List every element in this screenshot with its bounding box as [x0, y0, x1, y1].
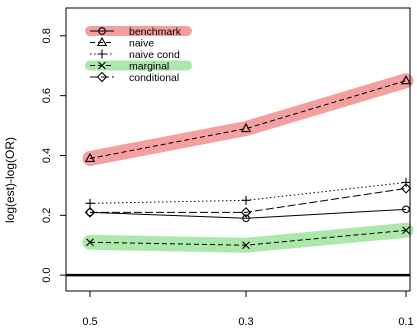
y-axis: 0.0 0.2 0.4 0.6 0.8	[41, 28, 66, 283]
legend-item-conditional: conditional	[90, 71, 179, 84]
point-naive	[240, 122, 252, 133]
point-benchmark	[242, 214, 250, 223]
point-marginal	[86, 238, 94, 247]
series-line-naive	[89, 80, 407, 159]
point-naive-cond	[401, 177, 411, 187]
series-benchmark	[86, 205, 410, 223]
series-line-conditional	[90, 187, 407, 213]
x-axis: 0.5 0.3 0.1	[82, 291, 414, 328]
y-tick-label: 0.6	[41, 88, 53, 103]
series-line-benchmark	[89, 208, 407, 219]
point-conditional	[84, 207, 96, 218]
legend-item-benchmark: benchmark	[85, 26, 192, 38]
legend-marker-benchmark	[98, 27, 106, 35]
point-benchmark	[402, 205, 410, 214]
point-conditional	[400, 183, 412, 194]
legend-marker-naive	[96, 36, 108, 47]
y-tick-label: 0.4	[41, 148, 53, 163]
point-naive-cond	[241, 195, 251, 205]
point-naive	[400, 75, 412, 85]
series-naive	[84, 75, 412, 163]
legend-item-naive-cond: naive cond	[90, 49, 180, 61]
point-naive-cond	[85, 198, 95, 208]
series-marginal	[86, 226, 410, 250]
x-tick-label: 0.3	[238, 316, 253, 328]
plot-frame	[65, 7, 411, 292]
legend-marker-naive-cond	[97, 49, 107, 59]
point-naive	[84, 152, 96, 163]
series-conditional	[84, 183, 412, 218]
legend-label-benchmark: benchmark	[129, 26, 182, 38]
legend-item-marginal: marginal	[85, 60, 192, 72]
legend-label-naive: naive	[129, 37, 154, 49]
x-tick-label: 0.1	[398, 316, 413, 328]
series-layer	[84, 75, 412, 250]
y-tick-label: 0.2	[41, 208, 53, 223]
legend-label-conditional: conditional	[129, 72, 179, 84]
highlight-band-benchmark	[82, 73, 414, 166]
point-marginal	[402, 226, 410, 235]
y-tick-label: 0.8	[41, 28, 53, 43]
y-tick-label: 0.0	[41, 267, 53, 282]
point-marginal	[242, 241, 250, 250]
legend-marker-marginal	[98, 61, 106, 70]
legend-item-naive: naive	[90, 36, 154, 49]
y-axis-title: log(est)-log(OR)	[3, 137, 17, 223]
series-naive-cond	[85, 177, 411, 208]
x-tick-label: 0.5	[82, 316, 97, 328]
legend-marker-conditional	[96, 71, 108, 83]
legend-label-marginal: marginal	[129, 60, 169, 72]
legend-label-naive-cond: naive cond	[129, 49, 180, 61]
point-conditional	[240, 207, 252, 218]
